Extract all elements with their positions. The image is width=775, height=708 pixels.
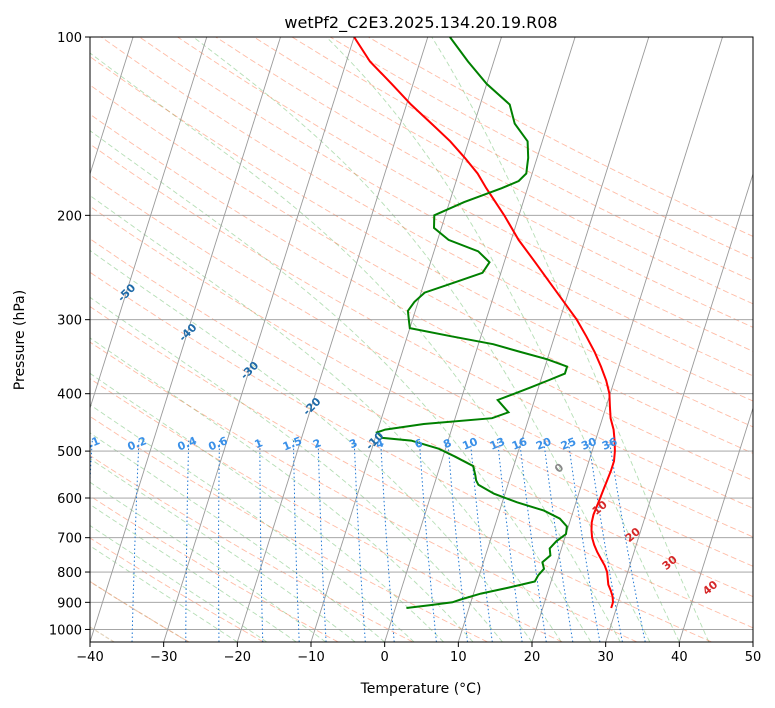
y-tick-label: 700 <box>57 532 82 547</box>
y-tick-label: 300 <box>57 314 82 329</box>
y-tick-label: 600 <box>57 492 82 507</box>
y-tick-label: 800 <box>57 566 82 581</box>
x-tick-label: 10 <box>450 650 467 665</box>
y-tick-label: 1000 <box>49 623 82 638</box>
x-tick-label: 20 <box>524 650 541 665</box>
y-tick-label: 500 <box>57 445 82 460</box>
chart-title: wetPf2_C2E3.2025.134.20.19.R08 <box>284 13 557 33</box>
y-tick-label: 900 <box>57 596 82 611</box>
x-tick-label: 0 <box>381 650 389 665</box>
y-tick-label: 100 <box>57 31 82 46</box>
x-tick-label: −30 <box>150 650 177 665</box>
x-tick-label: −40 <box>76 650 103 665</box>
x-axis-title: Temperature (°C) <box>360 681 482 697</box>
y-tick-label: 200 <box>57 209 82 224</box>
y-tick-label: 400 <box>57 388 82 403</box>
x-tick-label: −20 <box>224 650 251 665</box>
x-tick-label: 30 <box>597 650 614 665</box>
x-tick-label: 40 <box>671 650 688 665</box>
x-tick-label: −10 <box>297 650 324 665</box>
y-axis-title: Pressure (hPa) <box>12 290 28 390</box>
x-tick-label: 50 <box>745 650 762 665</box>
